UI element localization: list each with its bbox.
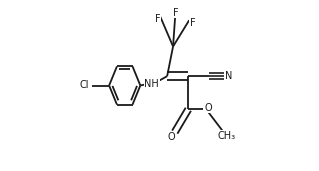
Text: NH: NH xyxy=(145,79,159,89)
Text: O: O xyxy=(168,132,175,142)
Text: CH₃: CH₃ xyxy=(218,130,235,141)
Text: Cl: Cl xyxy=(80,81,89,90)
Text: F: F xyxy=(155,14,160,24)
Text: F: F xyxy=(173,8,178,18)
Text: O: O xyxy=(204,103,211,113)
Text: F: F xyxy=(190,18,195,28)
Text: N: N xyxy=(225,71,232,81)
